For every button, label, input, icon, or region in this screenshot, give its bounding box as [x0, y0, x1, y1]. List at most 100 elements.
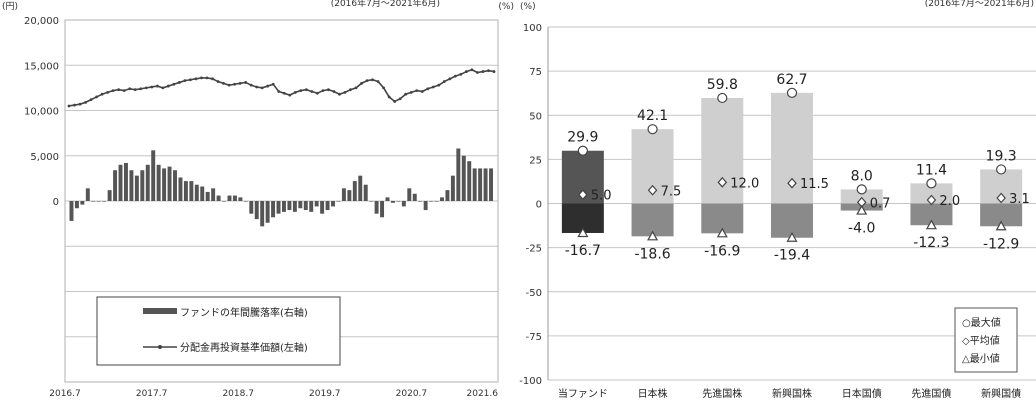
annual-return-bar [167, 166, 172, 201]
annual-return-bar [380, 201, 385, 218]
legend-item: ◇平均値 [962, 334, 1000, 347]
max-value-label: 62.7 [776, 72, 807, 88]
nav-point [205, 76, 209, 80]
nav-point [144, 86, 148, 90]
legend-item: ○最大値 [962, 316, 1001, 329]
nav-point [465, 70, 468, 73]
annual-return-bar [227, 195, 232, 201]
nav-point [266, 84, 270, 88]
annual-return-bar [483, 168, 488, 201]
nav-point [227, 83, 231, 87]
annual-return-bar [282, 201, 286, 212]
y-left-tick-label: 5,000 [30, 152, 59, 163]
avg-marker [996, 192, 1006, 204]
nav-point [89, 98, 93, 102]
annual-return-bar [211, 188, 216, 201]
annual-return-bar [314, 201, 319, 207]
legend-line-marker [158, 345, 162, 349]
annual-return-bar [478, 168, 483, 201]
nav-point [260, 86, 264, 90]
nav-point [161, 86, 165, 90]
y-tick-label: -25 [526, 244, 542, 255]
annual-return-bar [472, 168, 477, 201]
max-value-label: 8.0 [851, 168, 873, 184]
y-tick-label: 25 [529, 155, 542, 166]
max-value-label: 11.4 [916, 162, 947, 178]
annual-return-bar [254, 201, 259, 220]
annual-return-bar [390, 201, 395, 203]
nav-point [238, 81, 242, 85]
max-value-label: 59.8 [707, 77, 738, 93]
nav-point [166, 84, 170, 88]
y-tick-label: 100 [523, 23, 542, 34]
annual-return-bar [134, 175, 139, 201]
category-label: 先進国債 [911, 387, 951, 400]
y-left-tick-label: 0 [53, 197, 59, 208]
min-value-label: -12.9 [983, 236, 1019, 252]
annual-return-bar [173, 170, 177, 201]
annual-return-bar [91, 201, 96, 202]
nav-point [376, 80, 380, 83]
legend-box [96, 296, 341, 366]
nav-point [222, 81, 225, 85]
annual-return-bar [178, 177, 183, 201]
nav-point [459, 72, 463, 76]
min-value-label: -16.9 [704, 243, 740, 259]
y-tick-label: 75 [529, 67, 542, 78]
annual-return-bar [320, 201, 325, 214]
nav-point [321, 89, 325, 92]
nav-point [338, 92, 341, 96]
avg-value-label: 0.7 [870, 196, 891, 211]
nav-point [431, 85, 435, 89]
annual-return-bar [352, 181, 357, 201]
left-unit-label: (円) [2, 1, 18, 12]
legend-box [954, 307, 1018, 373]
y-tick-label: 50 [529, 111, 542, 122]
nav-point [404, 92, 408, 96]
nav-point [398, 97, 402, 101]
avg-marker [926, 194, 937, 206]
annual-return-bar [80, 201, 85, 205]
annual-return-bar [129, 170, 134, 201]
nav-point [177, 81, 181, 84]
nav-point [255, 85, 259, 89]
annual-return-bar [162, 168, 167, 201]
avg-value-label: 7.5 [661, 184, 682, 199]
nav-point [299, 89, 303, 92]
annual-return-bar [238, 197, 243, 201]
avg-value-label: 2.0 [939, 194, 960, 209]
nav-point [415, 89, 419, 92]
annual-return-bar [336, 201, 341, 202]
legend-bar-swatch [143, 308, 177, 314]
nav-point [172, 82, 176, 86]
avg-marker [578, 189, 588, 201]
x-tick-label: 2019.7 [309, 389, 341, 399]
min-marker [647, 230, 659, 241]
annual-return-bar [232, 195, 237, 201]
nav-point [139, 87, 143, 91]
annual-return-bar [450, 175, 455, 201]
annual-return-bar [194, 184, 199, 201]
max-marker [786, 87, 798, 98]
max-bar [840, 189, 883, 204]
annual-return-bar [200, 186, 205, 201]
annual-return-bar [396, 201, 401, 202]
nav-point [360, 81, 363, 85]
nav-point [183, 79, 187, 83]
annual-return-bar [303, 201, 308, 211]
nav-point [409, 91, 413, 94]
nav-point [420, 90, 424, 93]
min-value-label: -4.0 [848, 221, 875, 237]
nav-point [150, 85, 154, 89]
unit-label: (%) [520, 2, 536, 12]
x-tick-label: 2017.7 [136, 389, 168, 399]
nav-point [122, 89, 126, 92]
annual-return-bar [325, 201, 330, 211]
nav-point [200, 76, 203, 80]
max-marker [856, 184, 867, 195]
min-bar [910, 203, 953, 226]
nav-line [68, 68, 495, 107]
annual-return-bar [102, 201, 107, 202]
annual-return-bar [385, 197, 390, 201]
annual-return-bar [467, 161, 472, 201]
